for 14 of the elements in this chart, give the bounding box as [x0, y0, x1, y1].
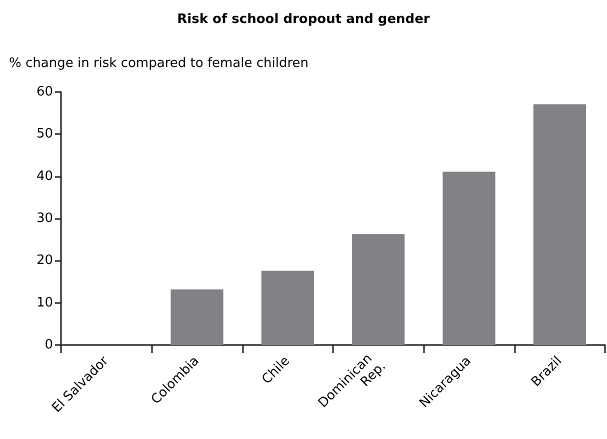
y-axis-title: % change in risk compared to female children: [9, 56, 309, 71]
chart-title: Risk of school dropout and gender: [177, 12, 430, 27]
bar: [170, 289, 224, 345]
y-tick-label: 10: [36, 295, 53, 310]
bar: [261, 270, 314, 345]
y-tick-label: 30: [36, 211, 53, 226]
y-tick-label: 60: [36, 84, 53, 100]
y-tick-label: 50: [36, 126, 53, 142]
y-tick-label: 20: [36, 253, 53, 268]
bar: [442, 172, 496, 345]
y-tick-label: 40: [36, 168, 53, 184]
bar: [352, 234, 405, 345]
bar: [533, 104, 586, 345]
y-tick-label: 0: [44, 338, 53, 352]
